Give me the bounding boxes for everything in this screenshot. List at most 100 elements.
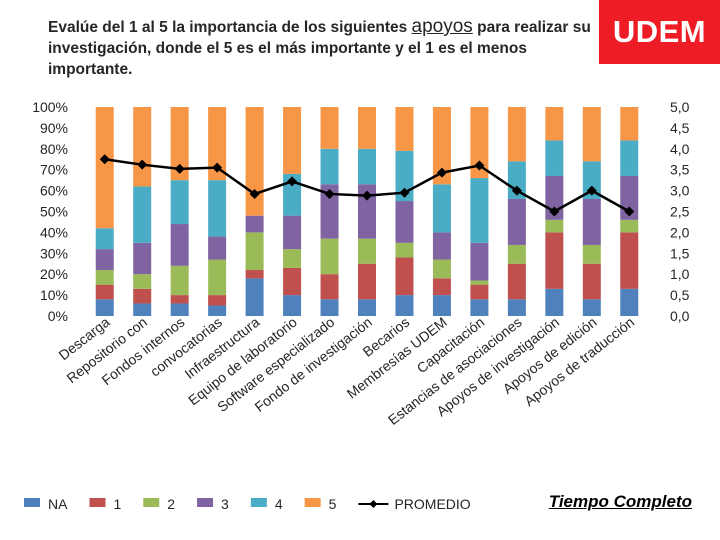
bar-segment: [358, 263, 376, 300]
bar-segment: [432, 295, 451, 316]
legend-line-marker: [369, 500, 378, 508]
promedio-point: [174, 163, 185, 174]
bar-segment: [283, 249, 302, 268]
bar-segment: [470, 107, 489, 179]
bar-segment: [245, 232, 264, 271]
bar-segment: [170, 303, 189, 316]
bar-segment: [395, 295, 414, 316]
legend-label: 1: [113, 496, 121, 512]
bar-segment: [507, 244, 526, 264]
promedio-point: [324, 188, 335, 199]
bar-segment: [170, 295, 189, 304]
bar-segment: [507, 161, 526, 199]
legend-label: 5: [329, 496, 337, 512]
bar-segment: [582, 107, 601, 162]
bar-segment: [395, 242, 414, 258]
bar-segment: [208, 180, 227, 237]
y-left-tick-label: 30%: [40, 245, 68, 261]
bar-segment: [358, 107, 376, 149]
bar-segment: [245, 278, 264, 316]
bar-segment: [620, 107, 639, 141]
bar-segment: [358, 148, 376, 185]
bar-segment: [320, 184, 339, 239]
bar-segment: [245, 270, 264, 279]
y-left-tick-label: 60%: [40, 183, 68, 199]
y-right-tick-label: 1,5: [670, 245, 690, 261]
bar-segment: [320, 238, 339, 275]
bar-segment: [545, 140, 564, 176]
promedio-point: [624, 206, 635, 217]
bar-segment: [208, 236, 227, 260]
title-part-1: Evalúe del 1 al 5 la importancia de los …: [48, 19, 412, 36]
title-part-2: para realizar su investigación, donde el…: [48, 19, 591, 78]
bar-segment: [470, 242, 489, 281]
bar-segment: [358, 238, 376, 264]
promedio-point: [474, 160, 485, 171]
bar-segment: [283, 173, 302, 216]
bar-segment: [620, 140, 639, 176]
chart-title: Evalúe del 1 al 5 la importancia de los …: [48, 16, 608, 80]
promedio-point: [137, 159, 148, 170]
title-highlight: apoyos: [411, 16, 473, 37]
y-left-tick-label: 90%: [40, 120, 68, 136]
bar-segment: [620, 288, 639, 316]
promedio-point: [249, 188, 260, 199]
y-right-tick-label: 5,0: [670, 99, 690, 115]
bar-segment: [395, 107, 414, 151]
udem-logo: UDEM: [599, 0, 720, 64]
bar-segment: [320, 274, 339, 300]
bar-segment: [582, 244, 601, 264]
y-right-tick-label: 2,0: [670, 224, 690, 240]
bar-segment: [470, 299, 489, 316]
bar-segment: [283, 295, 302, 316]
y-right-tick-label: 4,0: [670, 141, 690, 157]
promedio-point: [287, 176, 298, 187]
bar-segment: [133, 274, 152, 289]
bar-segment: [507, 263, 526, 300]
y-left-tick-label: 20%: [40, 266, 68, 282]
bar-segment: [507, 299, 526, 316]
legend-swatch: [24, 498, 40, 507]
bar-segment: [283, 267, 302, 296]
y-left-tick-label: 100%: [32, 99, 68, 115]
promedio-point: [362, 190, 372, 201]
bar-segment: [620, 219, 639, 233]
y-right-tick-label: 0,0: [670, 308, 690, 324]
bar-segment: [320, 299, 339, 316]
bar-segment: [582, 299, 601, 316]
bar-segment: [95, 249, 114, 271]
y-left-tick-label: 0%: [48, 308, 68, 324]
bar-segment: [170, 180, 189, 225]
legend-label: 4: [275, 496, 283, 512]
legend-label: NA: [48, 496, 68, 512]
promedio-point: [436, 167, 447, 178]
legend-swatch: [89, 498, 106, 507]
bar-segment: [545, 232, 564, 289]
legend-swatch: [197, 498, 214, 507]
legend-label: 2: [167, 496, 175, 512]
y-left-tick-label: 40%: [40, 224, 68, 240]
bar-segment: [170, 265, 189, 296]
bar-segment: [283, 107, 302, 174]
bar-segment: [95, 228, 114, 250]
legend-swatch: [250, 498, 267, 507]
footer-note: Tiempo Completo: [548, 492, 692, 511]
bar-segment: [133, 186, 152, 243]
promedio-point: [549, 206, 560, 217]
bar-segment: [133, 288, 152, 304]
bar-segment: [358, 299, 376, 316]
bar-segment: [208, 295, 227, 306]
bar-segment: [320, 148, 339, 185]
bar-segment: [95, 107, 114, 229]
bar-segment: [432, 278, 451, 296]
bar-segment: [582, 161, 601, 199]
bar-segment: [395, 150, 414, 202]
bar-segment: [432, 107, 451, 185]
legend-label: 3: [221, 496, 229, 512]
bar-segment: [358, 184, 376, 239]
y-left-tick-label: 80%: [40, 141, 68, 157]
y-left-tick-label: 50%: [40, 204, 68, 220]
bar-segment: [470, 284, 489, 300]
bar-segment: [545, 107, 564, 141]
